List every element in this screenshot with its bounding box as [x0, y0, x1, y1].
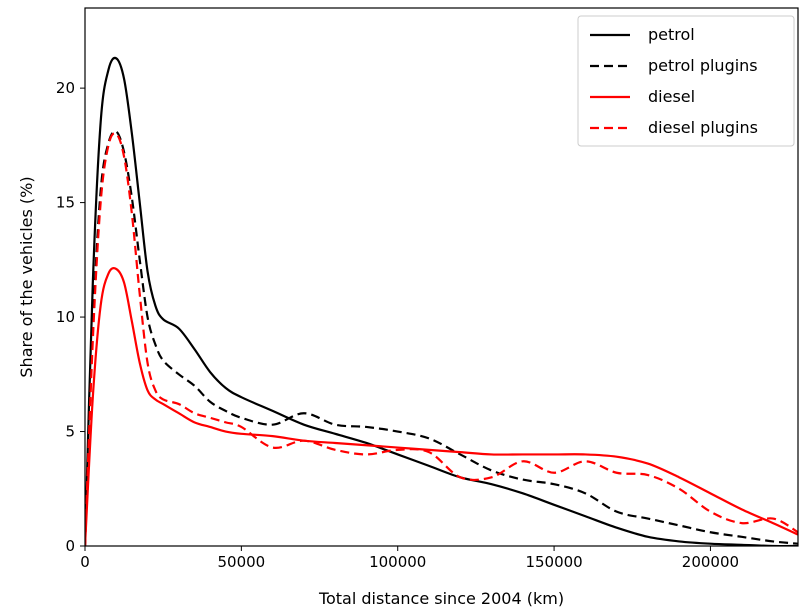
- legend-label: diesel plugins: [648, 118, 758, 137]
- legend-label: petrol: [648, 25, 695, 44]
- x-tick-label: 100000: [369, 553, 426, 571]
- x-tick-label: 50000: [218, 553, 266, 571]
- y-tick-label: 0: [65, 537, 75, 555]
- x-axis-label: Total distance since 2004 (km): [318, 589, 564, 608]
- y-axis-label: Share of the vehicles (%): [17, 176, 36, 377]
- y-tick-label: 15: [56, 194, 75, 212]
- x-axis: 0 50000 100000 150000 200000: [80, 546, 739, 571]
- y-tick-label: 5: [65, 423, 75, 441]
- x-tick-label: 200000: [682, 553, 739, 571]
- plot-lines: [85, 56, 798, 546]
- series-line-diesel: [85, 267, 798, 546]
- legend-label: petrol plugins: [648, 56, 758, 75]
- x-tick-label: 150000: [525, 553, 582, 571]
- series-line-petrol-plugins: [85, 130, 798, 546]
- legend: petrol petrol plugins diesel diesel plugins: [577, 15, 795, 147]
- y-tick-label: 20: [56, 79, 75, 97]
- y-tick-label: 10: [56, 308, 75, 326]
- legend-box: [577, 15, 795, 147]
- x-tick-label: 0: [80, 553, 90, 571]
- legend-label: diesel: [648, 87, 695, 106]
- plot-area-frame: [84, 7, 799, 547]
- series-line-petrol: [85, 56, 798, 546]
- y-axis: 0 5 10 15 20: [56, 79, 85, 555]
